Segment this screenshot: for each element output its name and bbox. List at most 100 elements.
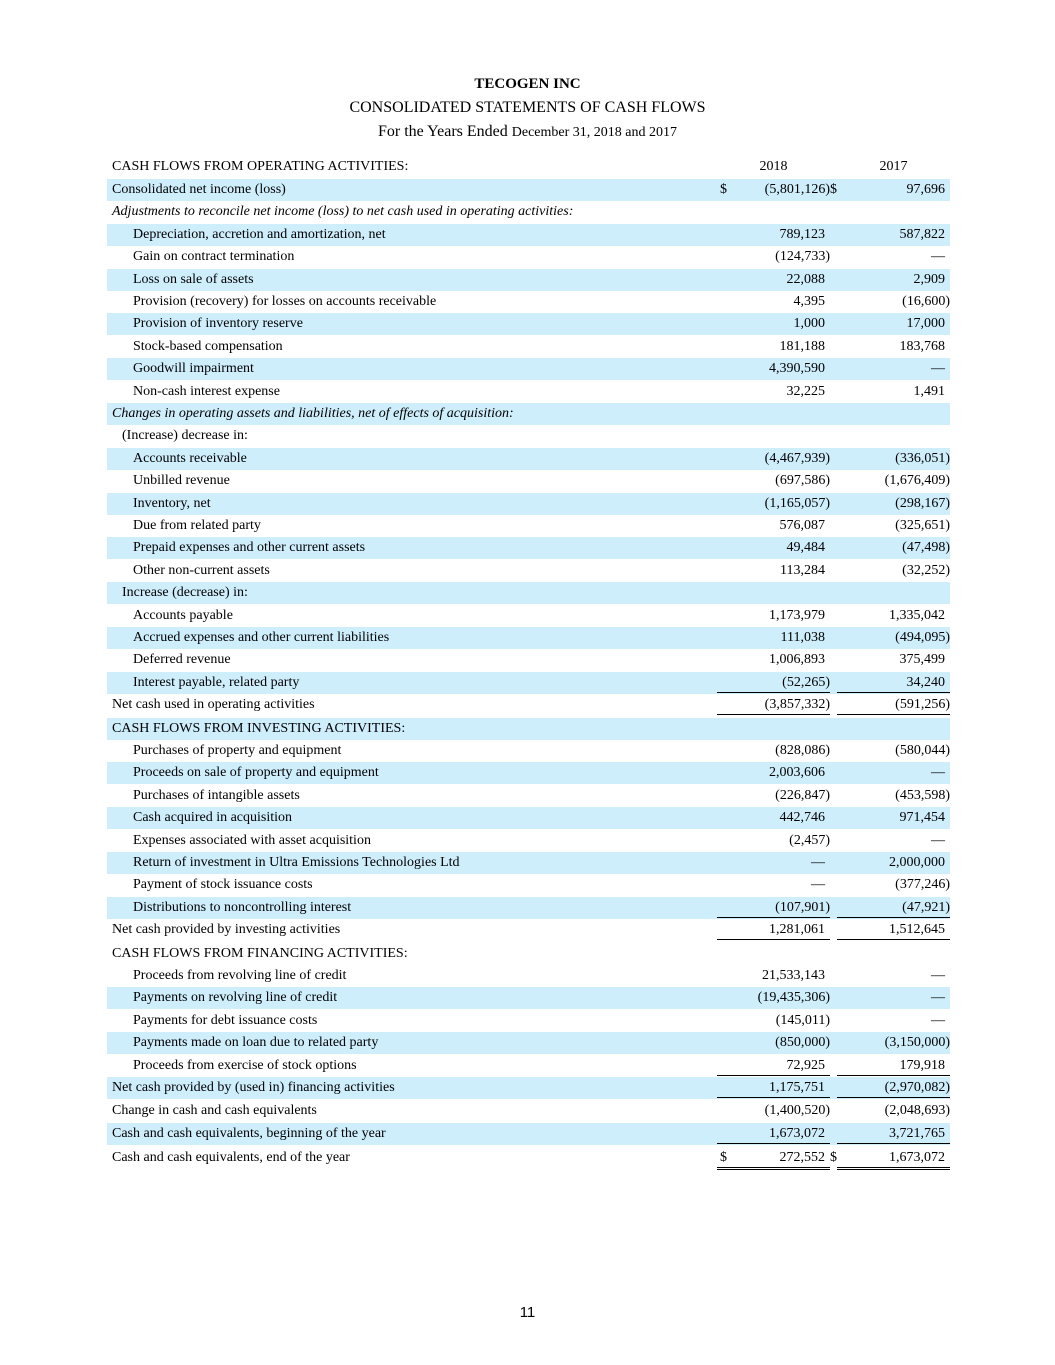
value: 1,000 <box>717 313 830 333</box>
table-row: Payments for debt issuance costs (145,011… <box>107 1010 950 1032</box>
value: 2,003,606 <box>717 762 830 782</box>
value: (494,095) <box>837 627 950 647</box>
table-row: Consolidated net income (loss) $ (5,801,12… <box>107 179 950 201</box>
value: — <box>837 358 950 378</box>
row-label: Provision of inventory reserve <box>133 316 303 332</box>
value: 2,000,000 <box>837 852 950 872</box>
table-row: Provision of inventory reserve 1,000 17,00… <box>107 313 950 336</box>
value-text: (377,246) <box>895 877 950 893</box>
value: 34,240 <box>837 672 950 693</box>
value-text: 111,038 <box>780 630 825 645</box>
table-row: Goodwill impairment 4,390,590 — <box>107 358 950 381</box>
value: (298,167) <box>837 493 950 513</box>
value: 49,484 <box>717 537 830 557</box>
value: 1,006,893 <box>717 649 830 669</box>
value-text: (107,901) <box>775 899 830 915</box>
value-text: (1,165,057) <box>764 495 830 511</box>
value: (226,847) <box>717 785 830 805</box>
value: (52,265) <box>717 672 830 693</box>
value: (325,651) <box>837 515 950 535</box>
value: (850,000) <box>717 1032 830 1052</box>
table-row: Purchases of intangible assets (226,847) (… <box>107 785 950 807</box>
row-label: Inventory, net <box>133 495 211 511</box>
row-label: CASH FLOWS FROM INVESTING ACTIVITIES: <box>112 720 406 736</box>
currency-symbol: $ <box>830 182 837 197</box>
row-label: Accrued expenses and other current liabi… <box>133 630 390 645</box>
value-text: (145,011) <box>775 1012 830 1028</box>
value-text: (1,400,520) <box>764 1103 830 1119</box>
value-text: 1,000 <box>793 316 826 332</box>
table-row: Loss on sale of assets 22,088 2,909 <box>107 268 950 291</box>
row-label: Goodwill impairment <box>133 361 254 377</box>
value-text: 1,173,979 <box>769 607 825 623</box>
value-text: 1,491 <box>913 383 946 399</box>
value <box>717 943 830 963</box>
value <box>717 582 830 602</box>
value: $97,696 <box>830 179 950 199</box>
value: (336,051) <box>837 448 950 468</box>
value <box>837 943 950 963</box>
subtitle-text: For the Years Ended <box>378 123 508 140</box>
table-row: Cash and cash equivalents, end of the ye… <box>107 1147 950 1171</box>
table-row: Adjustments to reconcile net income (los… <box>107 201 950 223</box>
table-row: Change in cash and cash equivalents (1,40… <box>107 1100 950 1122</box>
value: 22,088 <box>717 269 830 289</box>
value-text: — <box>931 968 945 983</box>
row-label: Expenses associated with asset acquisiti… <box>133 832 371 848</box>
value-text: — <box>931 990 945 1006</box>
value-text: (47,498) <box>902 540 950 556</box>
subtitle: For the Years Ended December 31, 2018 an… <box>0 123 1055 141</box>
row-label: Cash acquired in acquisition <box>133 810 293 826</box>
value-text: (52,265) <box>782 674 830 690</box>
subtitle-date: December 31, 2018 and 2017 <box>511 125 677 140</box>
row-label: (Increase) decrease in: <box>122 428 248 444</box>
value-text: (325,651) <box>895 518 950 533</box>
value: 576,087 <box>717 515 830 535</box>
value: (697,586) <box>717 470 830 490</box>
value: 17,000 <box>837 313 950 333</box>
value-text: 1,006,893 <box>769 652 825 668</box>
value <box>837 201 950 221</box>
row-label: Unbilled revenue <box>133 473 230 489</box>
table-row: Stock-based compensation 181,188 183,768 <box>107 336 950 358</box>
value: (107,901) <box>717 897 830 918</box>
row-label: Payments on revolving line of credit <box>133 990 338 1006</box>
row-label: Purchases of property and equipment <box>133 743 342 758</box>
value: (591,256) <box>837 694 950 716</box>
value-text: 22,088 <box>786 271 826 287</box>
value-text: 1,175,751 <box>769 1080 825 1095</box>
table-row: Proceeds from revolving line of credit 21… <box>107 965 950 987</box>
row-label: Changes in operating assets and liabilit… <box>112 406 514 421</box>
value-text: 576,087 <box>779 518 826 533</box>
value: (32,252) <box>837 560 950 580</box>
table-row: Purchases of property and equipment (828,… <box>107 740 950 762</box>
row-label: Payments for debt issuance costs <box>133 1012 318 1028</box>
row-label: Net cash used in operating activities <box>112 697 315 713</box>
value-text: (453,598) <box>895 787 950 803</box>
value-text: 49,484 <box>786 540 826 556</box>
value-text: 971,454 <box>899 810 946 826</box>
value-text: 4,390,590 <box>769 361 825 377</box>
value-text: (5,801,126) <box>764 182 830 197</box>
table-row: Non-cash interest expense 32,225 1,491 <box>107 381 950 403</box>
value: 111,038 <box>717 627 830 647</box>
value <box>837 582 950 602</box>
value-text: 1,512,645 <box>889 922 945 938</box>
row-label: Distributions to noncontrolling interest <box>133 899 352 915</box>
currency-symbol: $ <box>830 1150 837 1166</box>
value <box>717 425 830 445</box>
row-label: Gain on contract termination <box>133 249 295 265</box>
row-label: Interest payable, related party <box>133 674 300 690</box>
value <box>717 201 830 221</box>
value: 1,673,072 <box>717 1123 830 1144</box>
value-text: 375,499 <box>899 652 946 668</box>
row-label: Prepaid expenses and other current asset… <box>133 540 366 556</box>
value: 442,746 <box>717 807 830 827</box>
value: 181,188 <box>717 336 830 356</box>
table-row: Net cash provided by investing activitie… <box>107 919 950 941</box>
value <box>837 425 950 445</box>
value-text: (124,733) <box>775 249 830 265</box>
value-text: 1,673,072 <box>889 1150 945 1166</box>
value: $272,552 <box>717 1147 830 1171</box>
currency-symbol: $ <box>720 182 727 197</box>
